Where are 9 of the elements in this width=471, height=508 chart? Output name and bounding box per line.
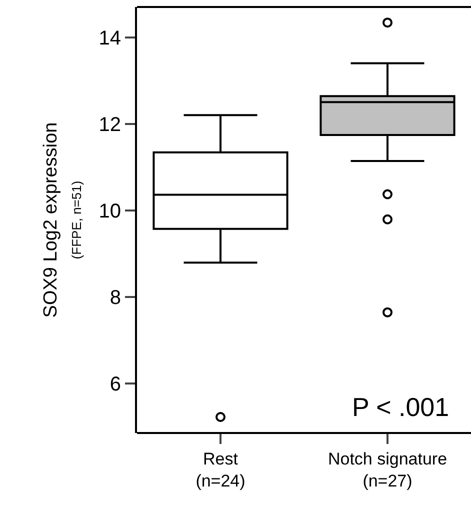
y-tick-label: 12 [98,114,121,136]
x-tick-label: Rest (n=24) [196,449,246,490]
y-tick-label: 6 [110,373,121,396]
y-axis-title: SOX9 Log2 expression (FFPE, n=51) [40,122,84,318]
annotation: P < .001 [352,392,450,422]
y-tick-label: 8 [110,286,121,309]
y-tick-label: 14 [98,27,121,50]
x-tick-label: Notch signature (n=27) [328,449,448,490]
y-tick-label: 10 [98,200,121,222]
